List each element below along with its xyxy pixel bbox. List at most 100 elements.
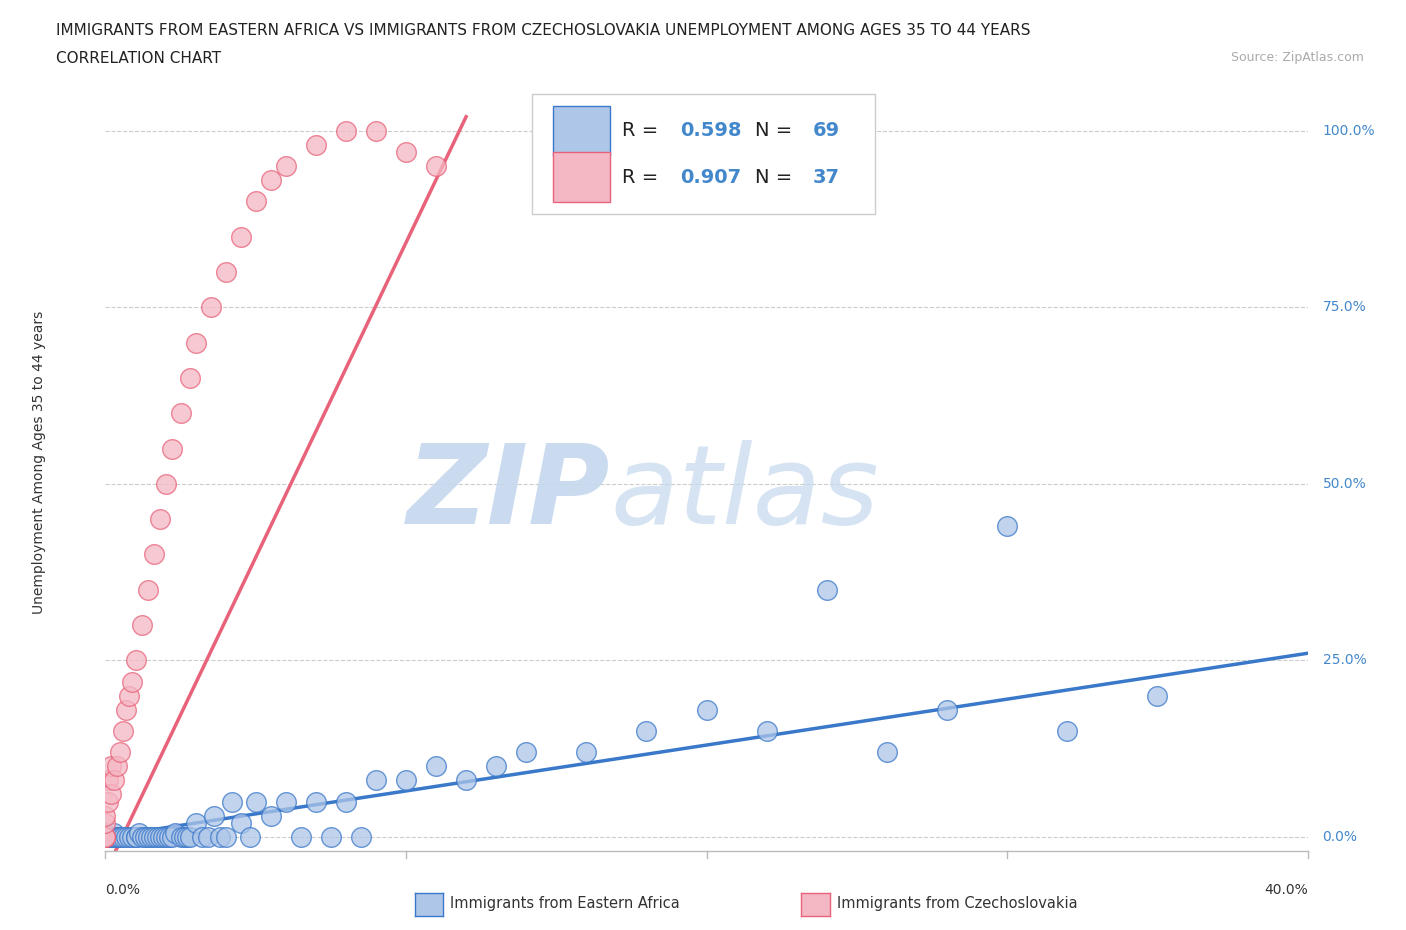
Point	[239, 830, 262, 844]
Point	[290, 830, 312, 844]
Point	[131, 830, 153, 844]
Point	[97, 830, 120, 844]
Point	[214, 830, 236, 844]
Point	[107, 830, 129, 844]
Text: Immigrants from Czechoslovakia: Immigrants from Czechoslovakia	[837, 897, 1077, 911]
Point	[221, 794, 243, 809]
Point	[169, 405, 191, 420]
Point	[179, 370, 201, 385]
Point	[118, 688, 141, 703]
Point	[136, 582, 159, 597]
Point	[425, 159, 447, 174]
Point	[112, 724, 135, 738]
Point	[1056, 724, 1078, 738]
Point	[364, 773, 387, 788]
Point	[395, 773, 418, 788]
Text: 69: 69	[813, 122, 839, 140]
Text: 50.0%: 50.0%	[1323, 477, 1367, 491]
Point	[103, 773, 125, 788]
Point	[112, 830, 135, 844]
FancyBboxPatch shape	[553, 152, 610, 203]
Point	[229, 230, 252, 245]
Point	[100, 830, 122, 844]
Text: 100.0%: 100.0%	[1323, 124, 1375, 138]
Point	[128, 826, 150, 841]
Point	[202, 808, 225, 823]
Point	[245, 194, 267, 209]
Point	[107, 759, 129, 774]
Point	[454, 773, 477, 788]
Point	[136, 830, 159, 844]
Text: IMMIGRANTS FROM EASTERN AFRICA VS IMMIGRANTS FROM CZECHOSLOVAKIA UNEMPLOYMENT AM: IMMIGRANTS FROM EASTERN AFRICA VS IMMIGR…	[56, 23, 1031, 38]
Point	[121, 674, 143, 689]
Point	[274, 159, 297, 174]
Point	[94, 816, 117, 830]
Point	[145, 830, 167, 844]
Point	[110, 830, 132, 844]
Text: 75.0%: 75.0%	[1323, 300, 1367, 314]
Point	[160, 441, 183, 456]
Point	[152, 830, 174, 844]
Point	[200, 300, 222, 315]
Text: R =: R =	[623, 122, 665, 140]
Point	[134, 830, 156, 844]
Point	[815, 582, 838, 597]
Point	[142, 830, 165, 844]
Point	[208, 830, 231, 844]
Point	[118, 830, 141, 844]
Point	[148, 512, 170, 526]
Point	[335, 124, 357, 139]
Point	[148, 830, 170, 844]
Point	[107, 830, 129, 844]
Text: Immigrants from Eastern Africa: Immigrants from Eastern Africa	[450, 897, 679, 911]
Point	[305, 138, 328, 153]
Point	[245, 794, 267, 809]
Point	[179, 830, 201, 844]
Point	[636, 724, 658, 738]
Point	[184, 335, 207, 350]
Text: ZIP: ZIP	[406, 440, 610, 547]
Point	[124, 830, 146, 844]
Point	[97, 794, 120, 809]
Point	[103, 830, 125, 844]
Point	[97, 830, 120, 844]
Point	[121, 830, 143, 844]
FancyBboxPatch shape	[533, 94, 875, 214]
Point	[319, 830, 342, 844]
Point	[100, 830, 122, 844]
Point	[173, 830, 195, 844]
Point	[100, 787, 122, 802]
Point	[169, 830, 191, 844]
Point	[155, 476, 177, 491]
Point	[696, 702, 718, 717]
Text: 0.907: 0.907	[681, 167, 741, 187]
Point	[184, 816, 207, 830]
Point	[876, 745, 898, 760]
Point	[425, 759, 447, 774]
Text: N =: N =	[755, 167, 799, 187]
Point	[94, 830, 117, 844]
Point	[163, 826, 186, 841]
Point	[335, 794, 357, 809]
Point	[274, 794, 297, 809]
Point	[515, 745, 537, 760]
Point	[94, 830, 117, 844]
Point	[103, 826, 125, 841]
Text: 37: 37	[813, 167, 839, 187]
Point	[395, 145, 418, 160]
Point	[94, 830, 117, 844]
Text: Unemployment Among Ages 35 to 44 years: Unemployment Among Ages 35 to 44 years	[32, 311, 46, 615]
Point	[100, 759, 122, 774]
Point	[260, 808, 283, 823]
Point	[364, 124, 387, 139]
Point	[214, 265, 236, 280]
Point	[142, 547, 165, 562]
Point	[94, 830, 117, 844]
Point	[94, 808, 117, 823]
Text: CORRELATION CHART: CORRELATION CHART	[56, 51, 221, 66]
Point	[94, 830, 117, 844]
Text: 0.0%: 0.0%	[1323, 830, 1358, 844]
Point	[115, 702, 138, 717]
Point	[575, 745, 598, 760]
Text: N =: N =	[755, 122, 799, 140]
